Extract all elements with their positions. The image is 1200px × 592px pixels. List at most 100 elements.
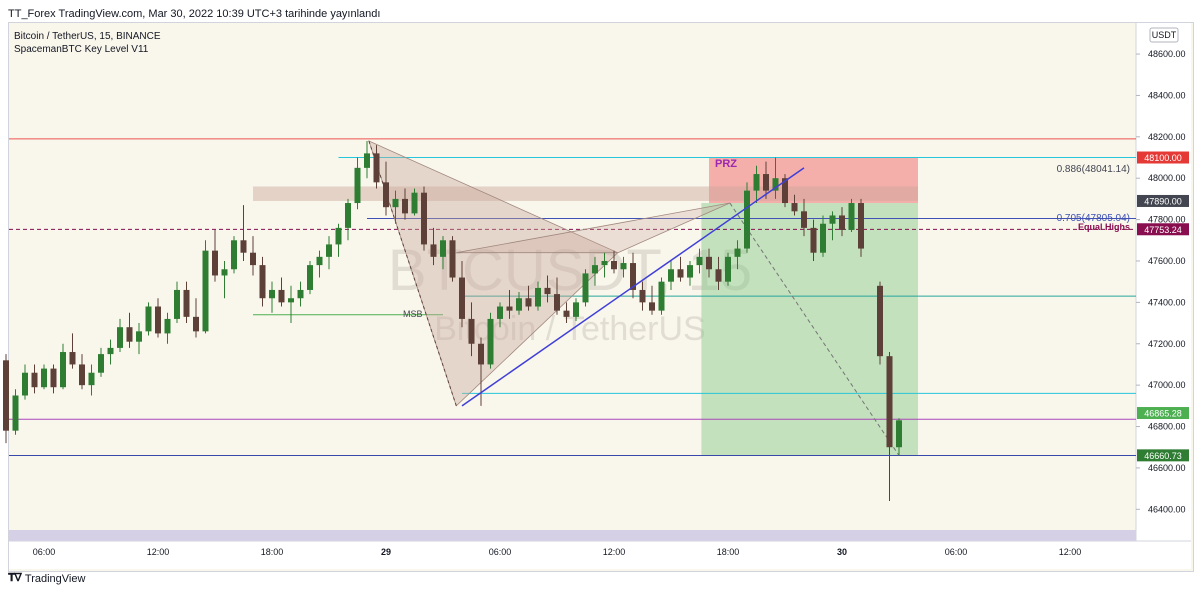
candle bbox=[31, 364, 38, 394]
candle-body bbox=[174, 289, 180, 319]
candle-body bbox=[22, 372, 28, 396]
candle bbox=[316, 250, 323, 278]
candle-body bbox=[753, 174, 760, 191]
candle bbox=[848, 198, 855, 233]
candle-body bbox=[554, 294, 560, 311]
price-tick-label: 46400.00 bbox=[1148, 504, 1186, 514]
candle bbox=[231, 236, 237, 274]
candle-body bbox=[725, 256, 731, 282]
candle bbox=[696, 248, 703, 274]
candle bbox=[307, 260, 313, 295]
candle-body bbox=[535, 287, 541, 307]
time-axis-background bbox=[9, 541, 1191, 569]
price-tick-label: 46800.00 bbox=[1148, 422, 1186, 432]
levels-layer bbox=[9, 138, 1136, 457]
candle-body bbox=[478, 343, 484, 365]
candle bbox=[601, 252, 608, 278]
price-tag-label: 48100.00 bbox=[1144, 153, 1182, 163]
candle-body bbox=[364, 153, 370, 168]
pattern-xa-dashed bbox=[368, 140, 457, 406]
currency-box[interactable] bbox=[1149, 27, 1179, 43]
harmonic-pattern-layer bbox=[368, 140, 900, 456]
time-tick-label: 29 bbox=[381, 547, 391, 557]
candle-body bbox=[639, 289, 646, 303]
candle-body bbox=[411, 192, 418, 214]
overlays-layer bbox=[461, 167, 805, 407]
candle bbox=[487, 312, 494, 369]
time-tick-label: 06:00 bbox=[33, 547, 56, 557]
tradingview-logo-icon: 𝐓∇ bbox=[8, 572, 22, 584]
time-tick-label: 30 bbox=[837, 547, 847, 557]
candle-body bbox=[497, 306, 503, 319]
candle-body bbox=[354, 167, 361, 204]
candle-body bbox=[668, 269, 674, 282]
candle-body bbox=[440, 240, 446, 257]
candle-body bbox=[611, 260, 617, 270]
time-tick-label: 18:00 bbox=[717, 547, 740, 557]
price-tag-box bbox=[1137, 151, 1189, 164]
candles-layer bbox=[3, 140, 902, 502]
candle bbox=[611, 250, 617, 274]
candle-body bbox=[763, 174, 769, 191]
candle-body bbox=[791, 203, 798, 212]
candle-body bbox=[430, 244, 437, 257]
candle-body bbox=[449, 240, 456, 278]
candle bbox=[373, 145, 380, 189]
candle-body bbox=[525, 298, 532, 307]
candle bbox=[12, 389, 19, 435]
candle-body bbox=[288, 298, 294, 303]
candle-body bbox=[383, 182, 389, 208]
candle-body bbox=[649, 302, 655, 311]
candle bbox=[250, 236, 256, 276]
candle bbox=[896, 418, 902, 456]
candle bbox=[3, 354, 9, 444]
candle bbox=[630, 252, 636, 299]
candle-body bbox=[896, 420, 902, 448]
candle-body bbox=[183, 289, 190, 317]
candle-body bbox=[468, 318, 475, 344]
time-tick-label: 06:00 bbox=[489, 547, 512, 557]
time-tick-label: 12:00 bbox=[1059, 547, 1082, 557]
candle bbox=[107, 339, 114, 365]
candle bbox=[506, 289, 513, 319]
candle bbox=[649, 285, 655, 315]
price-tag-box bbox=[1137, 223, 1189, 236]
volume-band bbox=[9, 530, 1136, 541]
candle bbox=[88, 364, 95, 396]
candle bbox=[22, 364, 28, 400]
candle bbox=[69, 333, 76, 369]
time-tick-label: 18:00 bbox=[261, 547, 284, 557]
candle-body bbox=[164, 318, 171, 334]
candle bbox=[734, 240, 741, 270]
candle bbox=[668, 260, 674, 290]
candle-body bbox=[50, 368, 57, 388]
candle bbox=[858, 198, 864, 257]
candle bbox=[240, 205, 247, 261]
candle bbox=[791, 194, 798, 216]
candle-body bbox=[259, 265, 266, 299]
candle bbox=[345, 198, 351, 241]
publisher-header: TT_Forex TradingView.com, Mar 30, 2022 1… bbox=[0, 0, 1200, 24]
pattern-projection-dashed bbox=[729, 202, 900, 456]
candle-body bbox=[31, 372, 38, 388]
candle bbox=[715, 256, 722, 290]
candle-body bbox=[592, 265, 598, 274]
candle-body bbox=[212, 250, 218, 276]
candle bbox=[544, 275, 551, 303]
candle bbox=[98, 347, 104, 377]
candle-body bbox=[820, 223, 826, 253]
candle bbox=[326, 236, 332, 270]
candle bbox=[725, 252, 731, 286]
candle-body bbox=[41, 368, 47, 388]
candle-body bbox=[373, 153, 380, 183]
candle bbox=[468, 302, 475, 357]
candle-body bbox=[658, 281, 665, 311]
candle-body bbox=[98, 354, 104, 373]
candle-body bbox=[706, 256, 712, 270]
price-tag-box bbox=[1137, 407, 1189, 420]
annotation-equal-highs: Equal Highs bbox=[1078, 222, 1130, 232]
candle bbox=[877, 281, 883, 365]
candle bbox=[563, 302, 570, 324]
candle bbox=[801, 198, 807, 237]
